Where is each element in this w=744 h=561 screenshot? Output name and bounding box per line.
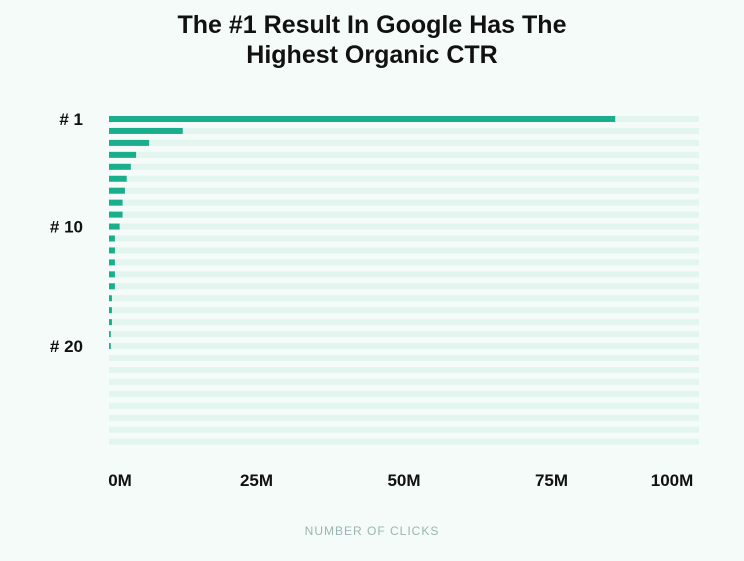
bar-track [109, 223, 699, 230]
chart-title: The #1 Result In Google Has The Highest … [0, 10, 744, 70]
bar-rank-3 [109, 139, 150, 146]
bar-rank-20 [109, 343, 111, 350]
bar-track [109, 295, 699, 302]
bar-rank-6 [109, 175, 127, 182]
bar-track [109, 127, 699, 134]
bar-track [109, 151, 699, 158]
bar-rank-10 [109, 223, 120, 230]
bar-track [109, 163, 699, 170]
bar-track [109, 355, 699, 361]
bar-rank-1 [109, 116, 616, 122]
bar-rank-18 [109, 319, 112, 326]
bar-track [109, 414, 699, 421]
x-tick-label: 0M [108, 471, 132, 490]
bar-rank-14 [109, 271, 115, 278]
bar-track [109, 343, 699, 350]
bar-track [109, 426, 699, 433]
x-tick-label: 25M [240, 471, 273, 490]
bar-track [109, 331, 699, 338]
bar-rank-4 [109, 151, 137, 158]
bar-rank-15 [109, 283, 115, 290]
bar-track [109, 211, 699, 218]
bar-track [109, 175, 699, 182]
bar-track [109, 187, 699, 194]
x-tick-label: 50M [387, 471, 420, 490]
bar-track [109, 319, 699, 326]
bar-rank-13 [109, 259, 115, 266]
bar-track [109, 199, 699, 206]
bar-track [109, 390, 699, 397]
x-axis-title: NUMBER OF CLICKS [304, 524, 440, 538]
bar-track [109, 283, 699, 290]
bar-rank-8 [109, 199, 123, 206]
bar-track [109, 271, 699, 278]
bar-track [109, 307, 699, 314]
bar-rank-11 [109, 235, 115, 242]
bar-rank-17 [109, 307, 112, 314]
bar-rank-7 [109, 187, 125, 194]
bar-track [109, 235, 699, 242]
bar-rank-5 [109, 163, 131, 170]
bar-track [109, 247, 699, 254]
y-tick-label: # 1 [59, 110, 83, 129]
bar-rank-19 [109, 331, 111, 338]
bar-rank-9 [109, 211, 123, 218]
x-tick-label: 100M [651, 471, 694, 490]
bar-track [109, 402, 699, 409]
chart-title-line-1: The #1 Result In Google Has The [177, 11, 567, 39]
bar-track [109, 438, 699, 445]
bar-track [109, 139, 699, 146]
bar-track [109, 259, 699, 266]
bar-rank-12 [109, 247, 115, 254]
y-tick-label: # 10 [50, 218, 83, 237]
y-tick-label: # 20 [50, 337, 83, 356]
bar-rank-16 [109, 295, 112, 302]
x-tick-label: 75M [535, 471, 568, 490]
bar-track [109, 378, 699, 385]
chart-title-line-2: Highest Organic CTR [246, 41, 498, 69]
bar-track [109, 366, 699, 373]
bar-rank-2 [109, 127, 183, 134]
